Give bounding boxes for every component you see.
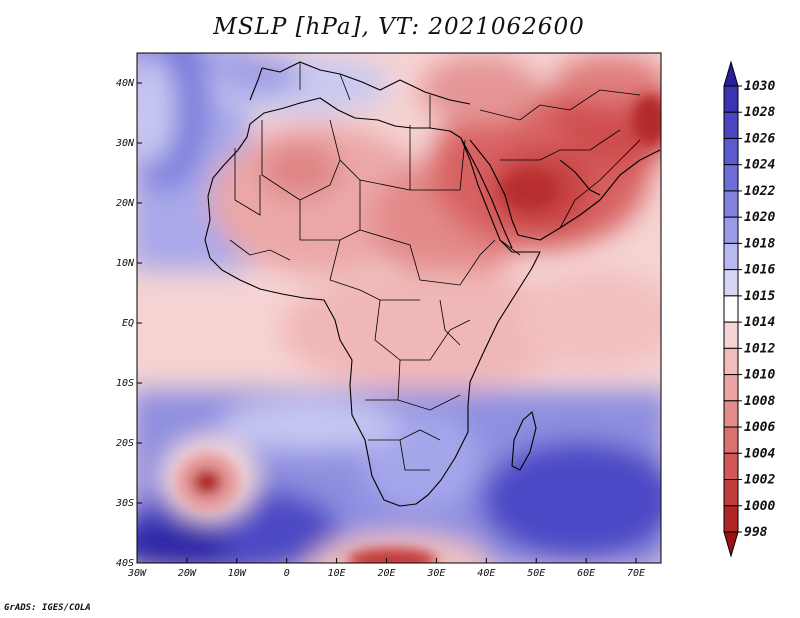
colorbar-swatch [723,111,739,139]
colorbar-level-label: 1008 [744,394,775,409]
colorbar-swatch [723,347,739,376]
africa-coastline [204,97,541,507]
colorbar-level-label: 998 [744,525,768,540]
colorbar-level-label: 1012 [744,341,775,356]
latitude-axis: 40N 30N 20N 10N EQ 10S 20S 30S 40S [115,78,142,569]
arabia-coastline [469,139,661,241]
colorbar-level-label: 1014 [744,315,775,330]
country-borders [229,62,641,471]
lon-tick-label: 0 [284,568,290,579]
colorbar: 1030 1028 1026 1024 1022 1020 1018 1016 1015 1014… [723,60,775,558]
lat-tick-label: 20N [116,198,135,209]
lat-tick-label: 10N [116,258,135,269]
credit-text: GrADS: IGES/COLA [4,603,91,613]
colorbar-level-label: 1018 [744,236,775,251]
colorbar-level-label: 1028 [744,105,775,120]
lat-tick-label: 40N [116,78,135,89]
lon-tick-label: 10E [328,568,346,579]
colorbar-top-triangle [723,60,739,87]
colorbar-level-label: 1015 [744,289,775,304]
colorbar-swatch [723,190,739,218]
colorbar-swatch [723,452,739,481]
lon-tick-label: 20W [178,568,197,579]
lat-tick-label: EQ [122,318,134,329]
lon-tick-label: 30E [426,568,445,579]
colorbar-swatch [723,321,739,349]
colorbar-swatch [723,242,739,271]
colorbar-swatch [723,164,739,192]
pressure-field [137,53,661,563]
madagascar-outline [511,411,537,471]
colorbar-swatch [723,505,739,533]
colorbar-swatch [723,269,739,297]
colorbar-level-label: 1000 [744,499,775,514]
lon-tick-label: 60E [577,568,595,579]
persian-gulf [559,159,601,196]
lat-tick-label: 30S [115,498,134,509]
map-title: MSLP [hPa], VT: 2021062600 [213,14,585,40]
lon-tick-label: 40E [477,568,495,579]
colorbar-level-label: 1004 [744,446,775,461]
lon-tick-label: 50E [527,568,545,579]
lon-tick-label: 20E [377,568,395,579]
colorbar-level-label: 1024 [744,158,775,173]
colorbar-swatch [723,400,739,428]
colorbar-swatch [723,216,739,244]
lat-tick-label: 40S [116,558,134,569]
colorbar-swatch [723,426,739,454]
colorbar-level-label: 1030 [744,79,775,94]
lat-tick-label: 20S [116,438,134,449]
lat-tick-label: 30N [115,138,135,149]
red-sea [461,139,513,249]
plot-frame [136,52,662,564]
colorbar-swatch [723,295,739,323]
longitude-axis: 30W 20W 10W 0 10E 20E 30E 40E 50E 60E 70E [127,558,645,579]
colorbar-level-label: 1016 [744,263,775,278]
colorbar-level-label: 1006 [744,420,775,435]
lon-tick-label: 70E [627,568,645,579]
colorbar-swatch [723,479,739,507]
colorbar-level-label: 1026 [744,131,775,146]
colorbar-bottom-triangle [723,531,739,558]
colorbar-swatch [723,85,739,113]
lon-tick-label: 10W [228,568,247,579]
colorbar-level-label: 1002 [744,473,775,488]
colorbar-level-label: 1010 [744,368,775,383]
colorbar-level-label: 1020 [744,210,775,225]
lat-tick-label: 10S [116,378,134,389]
colorbar-swatch [723,137,739,166]
colorbar-level-label: 1022 [744,184,775,199]
lon-tick-label: 30W [127,568,147,579]
colorbar-swatch [723,374,739,402]
